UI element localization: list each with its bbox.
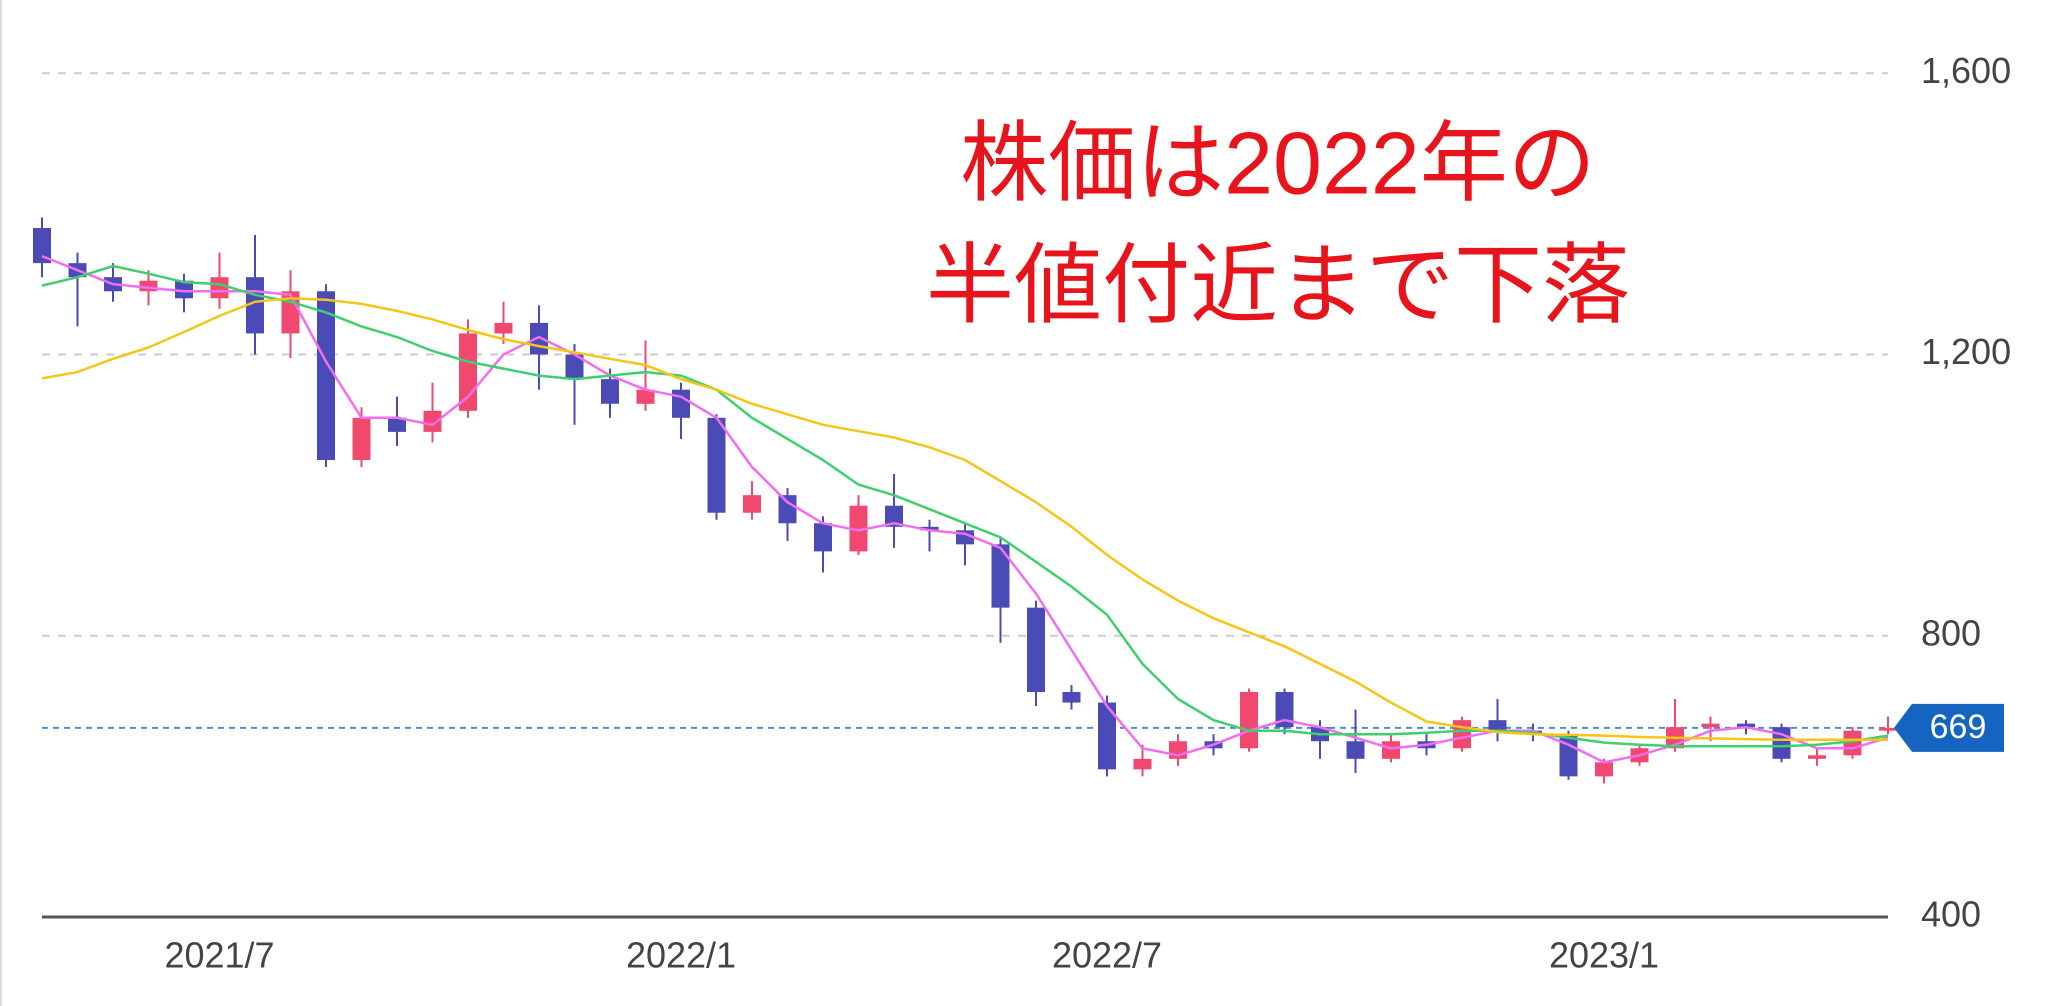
candle-body <box>849 505 868 552</box>
candle-body <box>317 291 335 460</box>
candle-body <box>210 277 229 299</box>
candle-body <box>1701 723 1720 728</box>
candle-body <box>1382 741 1400 759</box>
moving-average-line <box>41 297 1888 742</box>
candle-body <box>1098 702 1116 770</box>
candle-body <box>672 389 690 418</box>
candle-body <box>1808 755 1826 759</box>
x-tick-label: 2021/7 <box>164 935 274 976</box>
candle-body <box>1275 692 1294 728</box>
candle-body <box>494 322 513 334</box>
x-tick-label: 2022/7 <box>1052 935 1162 976</box>
candle-body <box>920 526 939 531</box>
x-tick-label: 2022/1 <box>626 935 736 976</box>
candle-body <box>707 417 726 513</box>
moving-average-line <box>41 264 1889 748</box>
y-tick-label: 400 <box>1921 894 1981 935</box>
y-tick-label: 1,200 <box>1921 331 2011 372</box>
candle-body <box>1559 734 1578 777</box>
x-tick-label: 2023/1 <box>1549 935 1659 976</box>
candle-body <box>175 280 193 299</box>
candle-body <box>1737 723 1755 728</box>
candle-body <box>1488 720 1507 731</box>
candle-body <box>885 505 903 527</box>
candle-body <box>459 333 477 411</box>
candle-body <box>778 495 797 524</box>
candle-body <box>601 379 619 404</box>
moving-average-line <box>41 254 1889 764</box>
candle-body <box>423 410 442 432</box>
candle-body <box>139 280 158 292</box>
candle-body <box>388 417 406 432</box>
candle-body <box>33 227 51 264</box>
candle-body <box>1595 762 1613 777</box>
candle-body <box>743 495 761 513</box>
y-tick-label: 1,600 <box>1921 50 2011 91</box>
candle-body <box>1133 758 1152 770</box>
annotation: 株価は2022年の <box>960 113 1596 212</box>
y-tick-label: 800 <box>1921 612 1981 653</box>
candle-body <box>636 389 655 404</box>
candle-body <box>1240 692 1258 749</box>
candle-body <box>1346 741 1365 759</box>
candle-body <box>814 523 832 552</box>
candle-body <box>1453 720 1471 749</box>
candle-body <box>1027 607 1045 693</box>
candle-body <box>1062 692 1081 703</box>
last-price-label: 669 <box>1930 708 1987 746</box>
annotation: 半値付近まで下落 <box>926 235 1630 334</box>
last-price-tag <box>1894 703 2004 752</box>
candle-body <box>565 354 584 380</box>
candle-body <box>991 544 1010 608</box>
candle-body <box>1879 727 1897 731</box>
candle-body <box>352 417 371 460</box>
